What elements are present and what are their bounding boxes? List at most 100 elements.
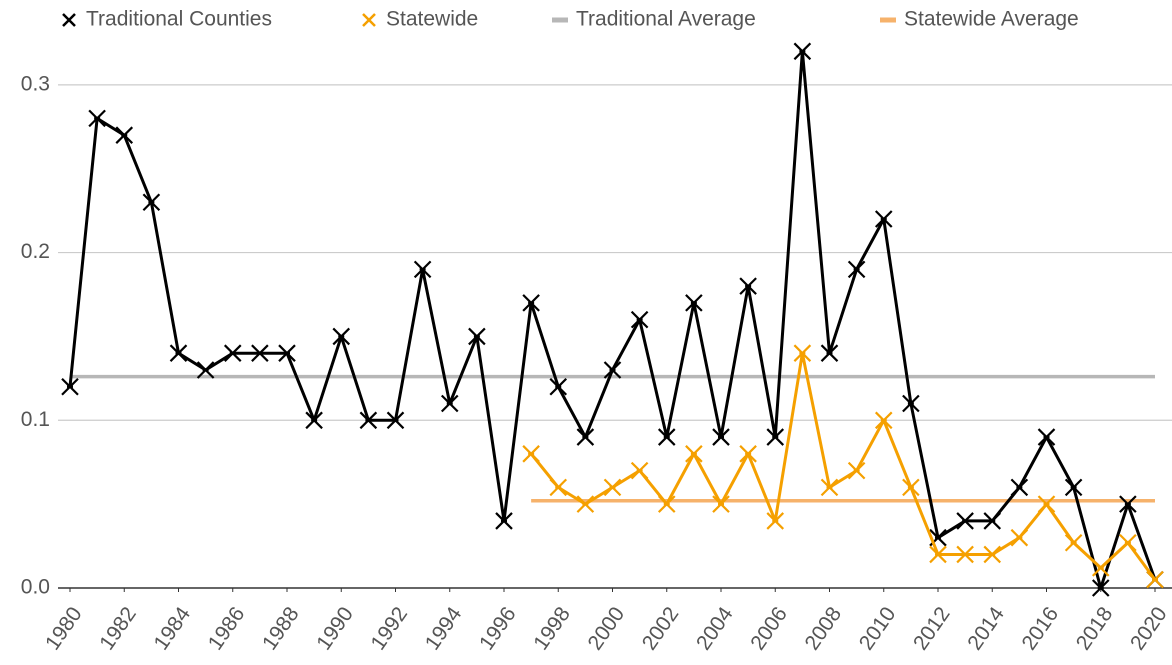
marker	[874, 210, 893, 228]
marker	[1091, 579, 1110, 597]
legend-item: Traditional Average	[552, 8, 756, 31]
y-tick-label: 0.2	[21, 240, 50, 263]
marker	[630, 310, 649, 329]
marker	[305, 411, 323, 430]
legend-symbol	[62, 13, 76, 27]
x-tick-label: 2010	[855, 603, 901, 654]
marker	[61, 377, 79, 396]
marker	[739, 445, 757, 463]
x-tick-label: 1990	[312, 603, 358, 654]
marker	[820, 478, 839, 497]
x-tick-label: 2008	[801, 603, 847, 654]
marker	[603, 361, 622, 379]
marker	[1064, 533, 1083, 552]
marker	[386, 411, 405, 430]
x-tick-label: 1994	[421, 603, 467, 655]
x-tick-label: 1996	[475, 603, 521, 654]
legend-label: Traditional Counties	[86, 8, 272, 31]
legend-symbol	[362, 13, 376, 27]
legend-item: Traditional Counties	[62, 8, 272, 31]
y-tick-label: 0.3	[21, 72, 50, 95]
marker	[576, 428, 595, 446]
legend-label: Statewide Average	[904, 8, 1079, 31]
marker	[468, 327, 486, 346]
x-tick-label: 1986	[204, 603, 250, 654]
marker	[847, 461, 866, 480]
x-tick-label: 1980	[41, 603, 87, 654]
x-tick-label: 2006	[746, 603, 792, 654]
y-tick-label: 0.1	[21, 408, 50, 431]
marker	[88, 109, 106, 128]
marker	[929, 545, 947, 564]
marker	[712, 428, 730, 446]
x-tick-label: 1992	[367, 603, 413, 654]
y-tick-label: 0.0	[21, 576, 50, 599]
marker	[440, 394, 459, 413]
marker	[874, 411, 893, 430]
marker	[1119, 533, 1137, 552]
marker	[1091, 559, 1110, 577]
marker	[793, 344, 812, 362]
marker	[495, 512, 513, 530]
marker	[712, 495, 730, 513]
marker	[902, 478, 920, 497]
x-tick-label: 2002	[638, 603, 684, 654]
x-tick-label: 2012	[909, 603, 955, 654]
marker	[1119, 495, 1137, 513]
marker	[685, 294, 703, 312]
marker	[657, 428, 676, 446]
legend-item: Statewide Average	[880, 8, 1079, 31]
marker	[142, 193, 161, 212]
marker	[820, 344, 839, 362]
marker	[223, 344, 242, 362]
marker	[630, 461, 649, 480]
marker	[359, 411, 378, 430]
marker	[902, 394, 920, 413]
x-tick-label: 2016	[1018, 603, 1064, 654]
marker	[793, 42, 812, 61]
marker	[1010, 528, 1029, 547]
x-tick-label: 2018	[1072, 603, 1118, 654]
x-tick-label: 1984	[150, 603, 196, 655]
marker	[603, 478, 622, 497]
marker	[549, 478, 568, 497]
series-line	[68, 49, 1157, 590]
legend-item: Statewide	[362, 8, 478, 31]
marker	[115, 126, 134, 144]
marker	[983, 545, 1002, 564]
x-tick-label: 2014	[963, 603, 1009, 655]
legend-label: Statewide	[386, 8, 478, 31]
marker	[522, 294, 540, 312]
x-tick-label: 2020	[1126, 603, 1172, 654]
legend-label: Traditional Average	[576, 8, 756, 31]
x-tick-label: 1988	[258, 603, 304, 654]
marker	[983, 512, 1002, 530]
marker	[278, 344, 296, 362]
x-tick-label: 1998	[529, 603, 575, 654]
marker	[739, 277, 757, 295]
marker	[1037, 495, 1056, 513]
marker	[1037, 428, 1056, 446]
marker	[332, 327, 351, 346]
marker	[1146, 570, 1164, 589]
marker	[251, 344, 269, 362]
marker	[1010, 478, 1029, 497]
marker	[847, 260, 866, 279]
marker	[413, 260, 432, 279]
marker	[685, 445, 703, 463]
marker	[956, 512, 974, 530]
marker	[169, 344, 188, 362]
marker	[522, 445, 540, 463]
marker	[956, 545, 974, 564]
marker	[549, 377, 568, 396]
marker	[196, 361, 215, 379]
marker	[657, 495, 676, 513]
marker	[576, 495, 595, 513]
marker	[766, 512, 785, 530]
x-tick-label: 2000	[584, 603, 630, 654]
marker	[766, 428, 785, 446]
series-line	[529, 351, 1157, 581]
marker	[1064, 478, 1083, 497]
